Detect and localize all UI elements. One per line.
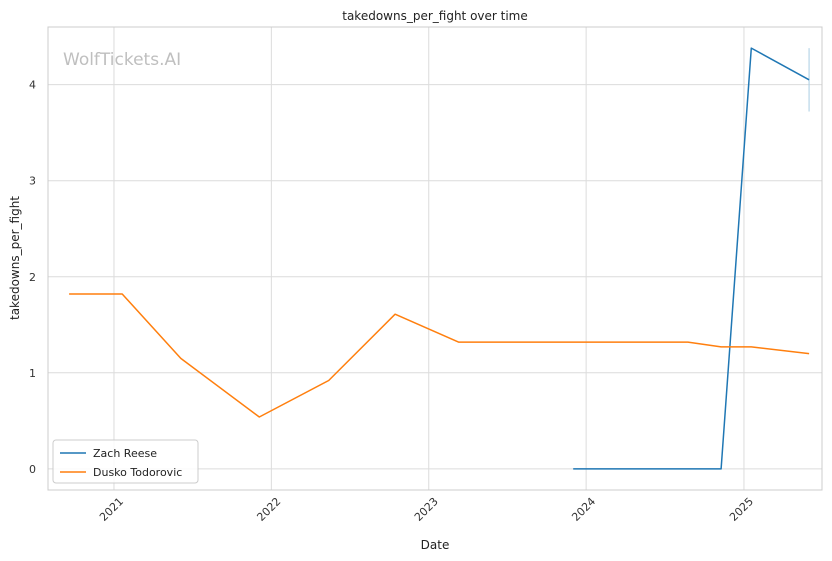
data-point-zach-reese [749, 46, 753, 50]
y-axis-ticks: 0 1 2 3 4 [29, 79, 36, 476]
data-point-dusko-todorovic [257, 415, 261, 419]
data-point-dusko-todorovic [179, 356, 183, 360]
y-tick-label: 2 [29, 271, 36, 284]
data-point-dusko-todorovic [686, 340, 690, 344]
data-point-dusko-todorovic [457, 340, 461, 344]
data-point-dusko-todorovic [719, 345, 723, 349]
chart-title: takedowns_per_fight over time [342, 9, 528, 23]
data-point-dusko-todorovic [327, 379, 331, 383]
watermark: WolfTickets.AI [63, 50, 181, 70]
data-point-zach-reese [571, 467, 575, 471]
y-tick-label: 4 [29, 79, 36, 92]
series-line-dusko-todorovic [69, 293, 810, 418]
data-point-zach-reese [719, 467, 723, 471]
legend-box [52, 439, 199, 484]
series-layer [67, 46, 811, 471]
plot-area-frame [47, 26, 823, 491]
data-point-dusko-todorovic [807, 352, 811, 356]
x-axis-label: Date [421, 538, 450, 552]
data-point-dusko-todorovic [393, 312, 397, 316]
legend: Zach Reese Dusko Todorovic [52, 439, 199, 484]
y-tick-label: 3 [29, 175, 36, 188]
data-point-dusko-todorovic [67, 292, 71, 296]
y-tick-label: 0 [29, 463, 36, 476]
data-point-zach-reese [807, 78, 811, 82]
series-line-zach-reese [573, 47, 810, 470]
gridlines [48, 27, 822, 490]
data-point-dusko-todorovic [120, 292, 124, 296]
data-point-dusko-todorovic [749, 345, 753, 349]
legend-label-dusko-todorovic: Dusko Todorovic [93, 466, 182, 479]
y-axis-label: takedowns_per_fight [8, 196, 22, 320]
y-tick-label: 1 [29, 367, 36, 380]
legend-label-zach-reese: Zach Reese [93, 447, 157, 460]
